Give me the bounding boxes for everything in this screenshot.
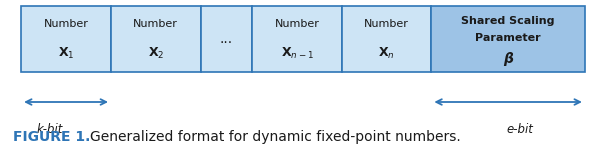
Text: β: β	[503, 52, 513, 66]
Text: e-bit: e-bit	[507, 123, 534, 136]
Text: Number: Number	[364, 20, 409, 30]
Bar	[252, 6, 342, 72]
Text: Generalized format for dynamic fixed-point numbers.: Generalized format for dynamic fixed-poi…	[90, 130, 461, 144]
Text: Number: Number	[275, 20, 319, 30]
Text: $\mathbf{X}_{1}$: $\mathbf{X}_{1}$	[58, 46, 75, 61]
Text: Shared Scaling: Shared Scaling	[461, 15, 555, 26]
Text: k-bit: k-bit	[36, 123, 63, 136]
Bar	[342, 6, 431, 72]
Text: Number: Number	[133, 20, 178, 30]
Text: Parameter: Parameter	[475, 33, 541, 43]
Text: ...: ...	[220, 32, 233, 46]
Text: Number: Number	[44, 20, 88, 30]
Bar	[111, 6, 201, 72]
Bar	[201, 6, 252, 72]
Text: $\mathbf{X}_{n}$: $\mathbf{X}_{n}$	[378, 46, 395, 61]
Text: $\mathbf{X}_{2}$: $\mathbf{X}_{2}$	[147, 46, 164, 61]
Bar	[21, 6, 111, 72]
Text: $\mathbf{X}_{n−1}$: $\mathbf{X}_{n−1}$	[281, 46, 313, 61]
Bar	[431, 6, 585, 72]
Text: FIGURE 1.: FIGURE 1.	[13, 130, 91, 144]
